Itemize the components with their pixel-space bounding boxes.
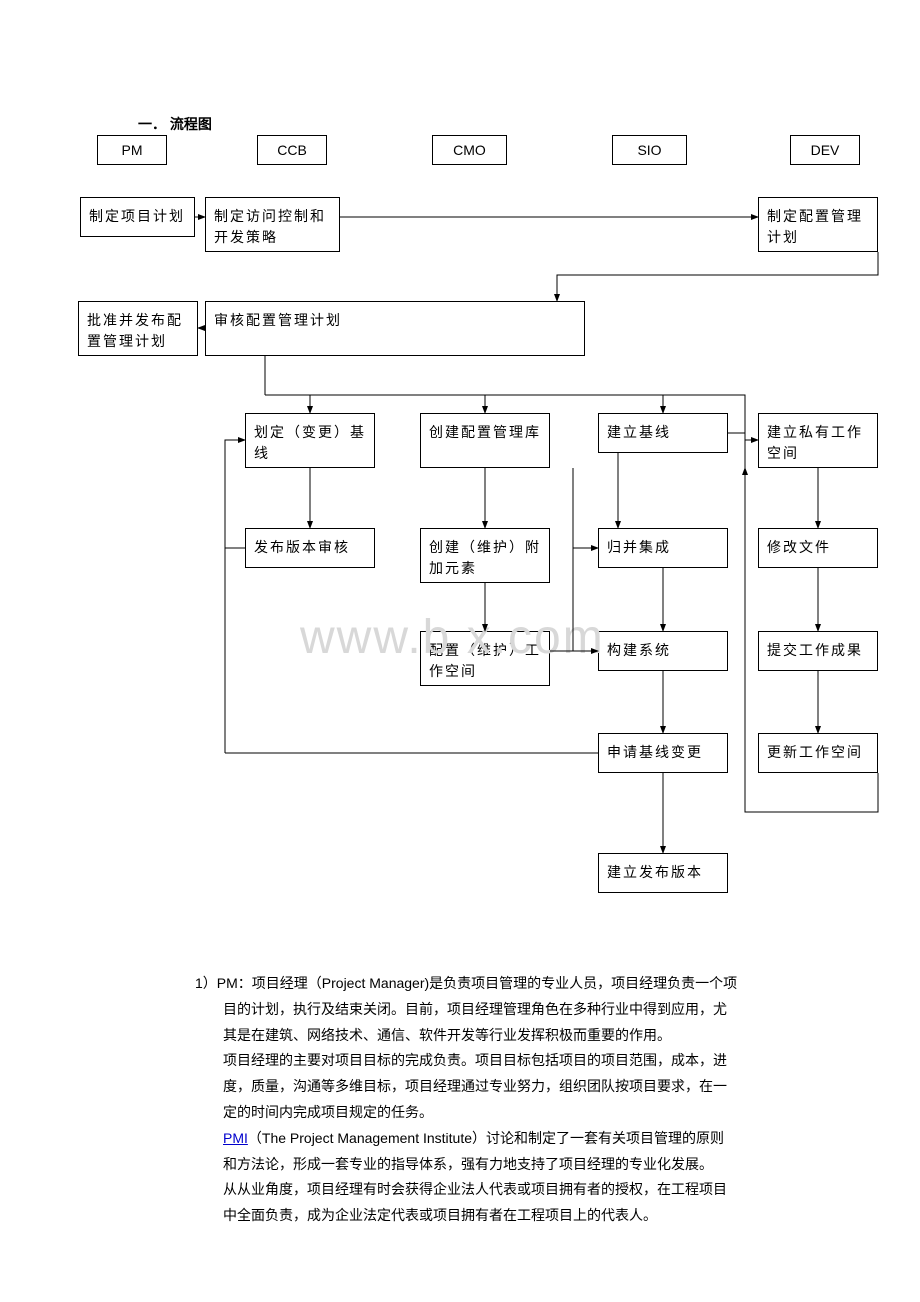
section-title: 一． 流程图 — [138, 114, 212, 134]
node-n_sio_release: 建立发布版本 — [598, 853, 728, 893]
watermark: www.b x.com — [300, 610, 605, 665]
node-n_ccb_release: 发布版本审核 — [245, 528, 375, 568]
node-n_dev_submit: 提交工作成果 — [758, 631, 878, 671]
node-n_pm_approve: 批准并发布配置管理计划 — [78, 301, 198, 356]
node-n_sio_merge: 归并集成 — [598, 528, 728, 568]
node-n_ccb_review: 审核配置管理计划 — [205, 301, 585, 356]
node-n_dev_update: 更新工作空间 — [758, 733, 878, 773]
node-n_sio_change: 申请基线变更 — [598, 733, 728, 773]
node-n_dev_ws: 建立私有工作空间 — [758, 413, 878, 468]
node-n_sio_baseline: 建立基线 — [598, 413, 728, 453]
edge-5 — [265, 395, 310, 413]
edge-7 — [265, 395, 663, 413]
description-text: 1）PM：项目经理（Project Manager)是负责项目管理的专业人员，项… — [195, 972, 885, 1230]
role-ccb: CCB — [257, 135, 327, 165]
edge-2 — [557, 252, 878, 301]
edge-6 — [265, 395, 485, 413]
node-n_cmo_repo: 创建配置管理库 — [420, 413, 550, 468]
role-cmo: CMO — [432, 135, 507, 165]
node-n_cmo_attach: 创建（维护）附加元素 — [420, 528, 550, 583]
node-n_ccb_baseline: 划定（变更）基线 — [245, 413, 375, 468]
role-sio: SIO — [612, 135, 687, 165]
node-n_ccb_policy: 制定访问控制和开发策略 — [205, 197, 340, 252]
node-n_sio_build: 构建系统 — [598, 631, 728, 671]
edge-15 — [663, 395, 745, 413]
edge-25 — [225, 440, 245, 753]
role-pm: PM — [97, 135, 167, 165]
role-dev: DEV — [790, 135, 860, 165]
pmi-link[interactable]: PMI — [223, 1130, 248, 1146]
node-n_dev_cfg: 制定配置管理计划 — [758, 197, 878, 252]
edge-17 — [573, 468, 598, 548]
node-n_pm_plan: 制定项目计划 — [80, 197, 195, 237]
node-n_dev_modify: 修改文件 — [758, 528, 878, 568]
